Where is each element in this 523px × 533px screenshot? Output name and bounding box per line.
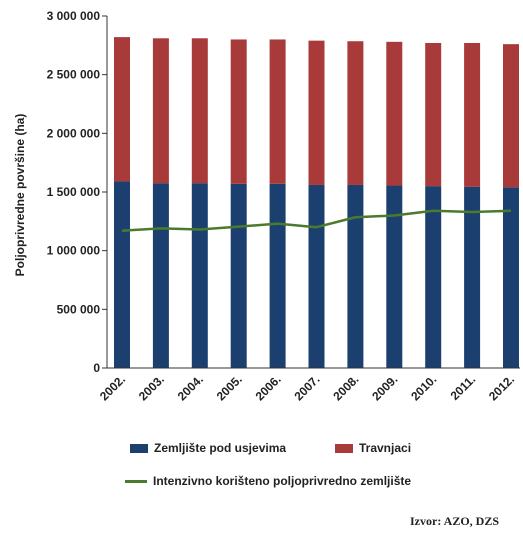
bar-crops (152, 183, 169, 368)
bar-grassland (191, 38, 208, 184)
x-tick-label: 2004. (175, 372, 206, 403)
y-tick-label: 1 000 000 (47, 244, 101, 258)
bar-crops (347, 184, 364, 368)
bar-grassland (503, 44, 519, 188)
bar-grassland (464, 42, 481, 187)
x-tick-label: 2006. (253, 372, 284, 403)
legend-swatch-grassland (335, 444, 353, 454)
x-tick-label: 2008. (330, 372, 361, 403)
bar-crops (464, 186, 481, 368)
y-tick-label: 0 (93, 361, 100, 375)
bar-crops (308, 184, 325, 368)
bar-grassland (114, 37, 130, 182)
bar-grassland (386, 41, 403, 186)
bar-crops (114, 181, 130, 368)
y-tick-label: 3 000 000 (47, 9, 101, 23)
legend-label-intensive: Intenzivno korišteno poljoprivredno zeml… (153, 474, 412, 488)
y-tick-label: 500 000 (57, 302, 101, 316)
legend-swatch-intensive (125, 480, 147, 484)
bar-grassland (347, 41, 364, 185)
y-tick-label: 2 500 000 (47, 68, 101, 82)
bar-grassland (230, 39, 247, 184)
bar-crops (269, 183, 286, 368)
legend-item-crops: Zemljište pod usjevima (130, 441, 286, 455)
legend-item-grassland: Travnjaci (335, 441, 411, 455)
y-tick-label: 1 500 000 (47, 185, 101, 199)
x-tick-label: 2012. (486, 372, 517, 403)
bar-crops (191, 183, 208, 368)
line-series (121, 209, 512, 232)
x-tick-label: 2005. (214, 372, 245, 403)
bar-grassland (269, 39, 286, 184)
x-tick-label: 2010. (408, 372, 439, 403)
x-tick-label: 2003. (136, 372, 167, 403)
bar-crops (425, 186, 442, 368)
bar-crops (503, 187, 519, 368)
bars (114, 37, 519, 368)
y-axis: 0 500 000 1 000 000 1 500 000 2 000 000 2 500… (47, 9, 108, 375)
x-tick-label: 2011. (448, 372, 479, 403)
x-tick-label: 2002. (97, 372, 128, 403)
bar-grassland (308, 40, 325, 185)
source-note: Izvor: AZO, DZS (410, 514, 500, 528)
x-tick-label: 2007. (291, 372, 322, 403)
y-axis-label: Poljoprivredne površine (ha) (13, 114, 27, 277)
bar-crops (230, 183, 247, 368)
x-axis: 2002. 2003. 2004. 2005. 2006. 2007. 2008. 2009.… (97, 367, 520, 403)
legend-swatch-crops (130, 444, 148, 454)
bar-grassland (425, 42, 442, 187)
bar-crops (386, 185, 403, 368)
legend-label-grassland: Travnjaci (359, 441, 412, 455)
legend-item-intensive: Intenzivno korišteno poljoprivredno zeml… (125, 474, 411, 488)
legend-label-crops: Zemljište pod usjevima (154, 441, 287, 455)
x-tick-label: 2009. (369, 372, 400, 403)
bar-grassland (152, 38, 169, 184)
y-tick-label: 2 000 000 (47, 126, 101, 140)
